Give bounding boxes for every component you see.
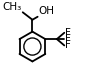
Text: F: F (65, 28, 71, 38)
Text: F: F (65, 34, 71, 44)
Text: F: F (65, 40, 71, 50)
Text: CH₃: CH₃ (3, 2, 22, 12)
Text: OH: OH (39, 6, 55, 16)
